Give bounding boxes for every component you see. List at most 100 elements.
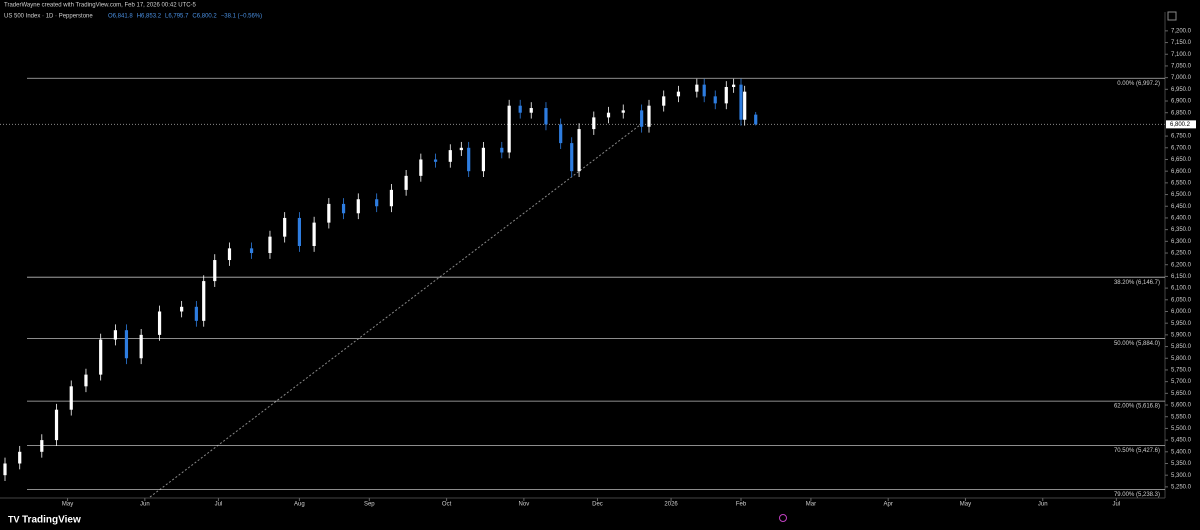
candle-body <box>507 105 511 153</box>
settings-icon[interactable] <box>1167 11 1177 21</box>
y-tick-label: 6,200.0 <box>1171 262 1192 268</box>
y-tick-label: 7,100.0 <box>1171 52 1192 58</box>
candle-body <box>194 306 198 321</box>
candle-body <box>577 129 581 172</box>
x-tick-label: Mar <box>806 502 816 508</box>
candle-body <box>84 374 88 387</box>
y-tick-label: 6,850.0 <box>1171 110 1192 116</box>
fib-label: 62.00% (5,616.8) <box>1114 404 1160 410</box>
y-tick-label: 6,100.0 <box>1171 286 1192 292</box>
x-tick-label: Feb <box>736 502 747 508</box>
candle-body <box>448 150 452 162</box>
candle-body <box>227 248 232 261</box>
y-tick-label: 6,250.0 <box>1171 251 1192 257</box>
candle-body <box>592 117 596 130</box>
y-tick-label: 7,050.0 <box>1171 64 1192 70</box>
candle-body <box>327 203 331 223</box>
x-tick-label: May <box>960 502 971 508</box>
candle-body <box>283 217 287 237</box>
y-tick-label: 6,500.0 <box>1171 192 1192 198</box>
y-tick-label: 5,650.0 <box>1171 391 1192 397</box>
ohlc-legend: O6,841.8 <box>108 14 133 20</box>
fib-label: 50.00% (5,884.0) <box>1114 341 1160 347</box>
candle-body <box>544 108 548 125</box>
y-tick-label: 5,450.0 <box>1171 438 1192 444</box>
fib-trendline <box>149 124 641 498</box>
candle-body <box>676 91 681 97</box>
candle-body <box>481 147 485 172</box>
candle-body <box>180 306 184 312</box>
candle-body <box>54 409 59 441</box>
fib-label: 38.20% (6,146.7) <box>1114 280 1160 286</box>
candle-body <box>268 236 272 254</box>
x-tick-label: Jun <box>1038 502 1048 508</box>
x-tick-label: Nov <box>519 502 530 508</box>
x-tick-label: 2026 <box>664 502 678 508</box>
event-icon[interactable] <box>779 514 787 522</box>
candle-body <box>249 248 254 254</box>
y-tick-label: 5,400.0 <box>1171 449 1192 455</box>
y-tick-label: 5,750.0 <box>1171 368 1192 374</box>
y-tick-label: 5,550.0 <box>1171 414 1192 420</box>
y-tick-label: 6,650.0 <box>1171 157 1192 163</box>
candle-body <box>113 330 117 340</box>
y-tick-label: 6,750.0 <box>1171 134 1192 140</box>
y-tick-label: 6,150.0 <box>1171 274 1192 280</box>
y-tick-label: 5,850.0 <box>1171 344 1192 350</box>
y-tick-label: 5,600.0 <box>1171 403 1192 409</box>
y-tick-label: 6,950.0 <box>1171 87 1192 93</box>
candle-body <box>570 143 574 172</box>
candle-body <box>419 159 423 176</box>
candle-body <box>695 84 699 92</box>
logo: TradingView <box>22 515 81 526</box>
candle-body <box>312 222 316 247</box>
x-tick-label: Apr <box>884 502 893 508</box>
candle-body <box>739 84 743 120</box>
candle-body <box>375 199 379 207</box>
y-tick-label: 7,200.0 <box>1171 28 1192 34</box>
x-tick-label: Aug <box>294 502 305 508</box>
candle-body <box>3 463 7 476</box>
candle-body <box>124 330 129 359</box>
y-tick-label: 6,400.0 <box>1171 216 1192 222</box>
candle-body <box>713 96 717 104</box>
candle-body <box>404 175 408 190</box>
y-tick-label: 7,000.0 <box>1171 75 1192 81</box>
last-price-box <box>1166 120 1196 129</box>
candle-body <box>139 334 143 359</box>
candle-body <box>297 217 301 247</box>
y-tick-label: 5,250.0 <box>1171 484 1192 490</box>
candle-body <box>754 114 758 125</box>
y-tick-label: 5,900.0 <box>1171 332 1192 338</box>
symbol: US 500 Index · 1D · Pepperstone <box>4 14 93 20</box>
x-tick-label: May <box>62 502 73 508</box>
candle-body <box>724 86 728 104</box>
y-tick-label: 6,550.0 <box>1171 180 1192 186</box>
y-tick-label: 5,350.0 <box>1171 461 1192 467</box>
fib-label: 70.50% (5,427.6) <box>1114 448 1160 454</box>
ohlc-legend: H6,853.2 <box>137 14 162 20</box>
candle-body <box>606 112 611 118</box>
candle-body <box>356 199 360 214</box>
x-tick-label: Jul <box>215 502 223 508</box>
y-tick-label: 5,700.0 <box>1171 379 1192 385</box>
y-tick-label: 6,900.0 <box>1171 99 1192 105</box>
candle-body <box>662 96 666 106</box>
y-tick-label: 7,150.0 <box>1171 40 1192 46</box>
candle-body <box>69 386 73 410</box>
candle-body <box>647 105 651 127</box>
candle-body <box>18 451 22 464</box>
y-tick-label: 6,600.0 <box>1171 169 1192 175</box>
x-tick-label: Jun <box>140 502 150 508</box>
y-tick-label: 6,450.0 <box>1171 204 1192 210</box>
y-tick-label: 6,700.0 <box>1171 145 1192 151</box>
candle-body <box>621 110 625 113</box>
x-tick-label: Dec <box>592 502 603 508</box>
y-tick-label: 6,000.0 <box>1171 309 1192 315</box>
ohlc-legend: −38.1 (−0.56%) <box>221 14 262 20</box>
candle-body <box>157 311 162 335</box>
candle-body <box>518 105 522 113</box>
